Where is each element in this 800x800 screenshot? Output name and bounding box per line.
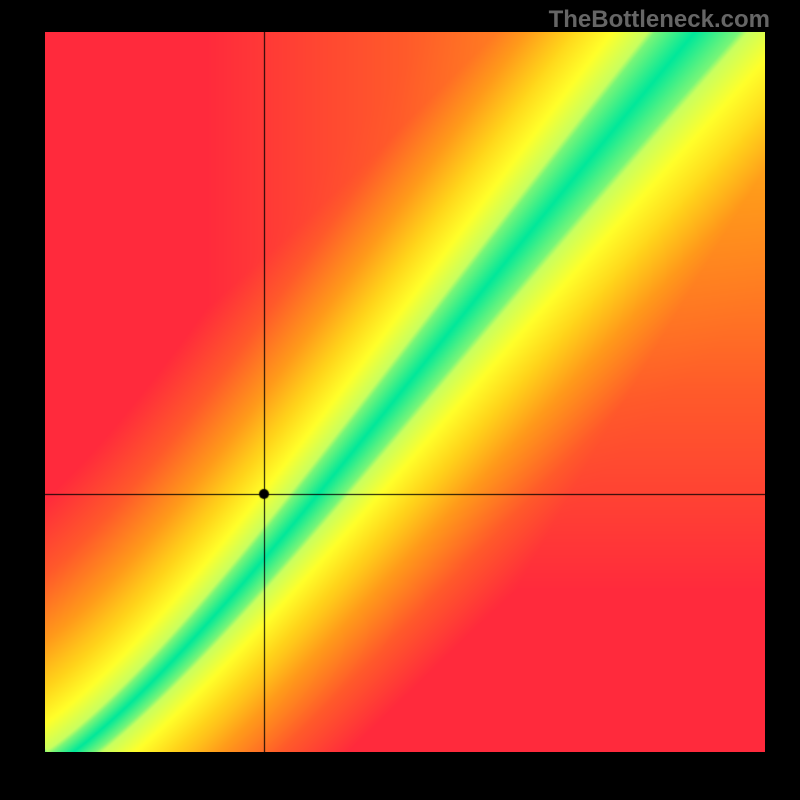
watermark-text: TheBottleneck.com [549, 6, 770, 34]
heatmap-canvas [45, 32, 765, 752]
bottleneck-heatmap [45, 32, 765, 752]
